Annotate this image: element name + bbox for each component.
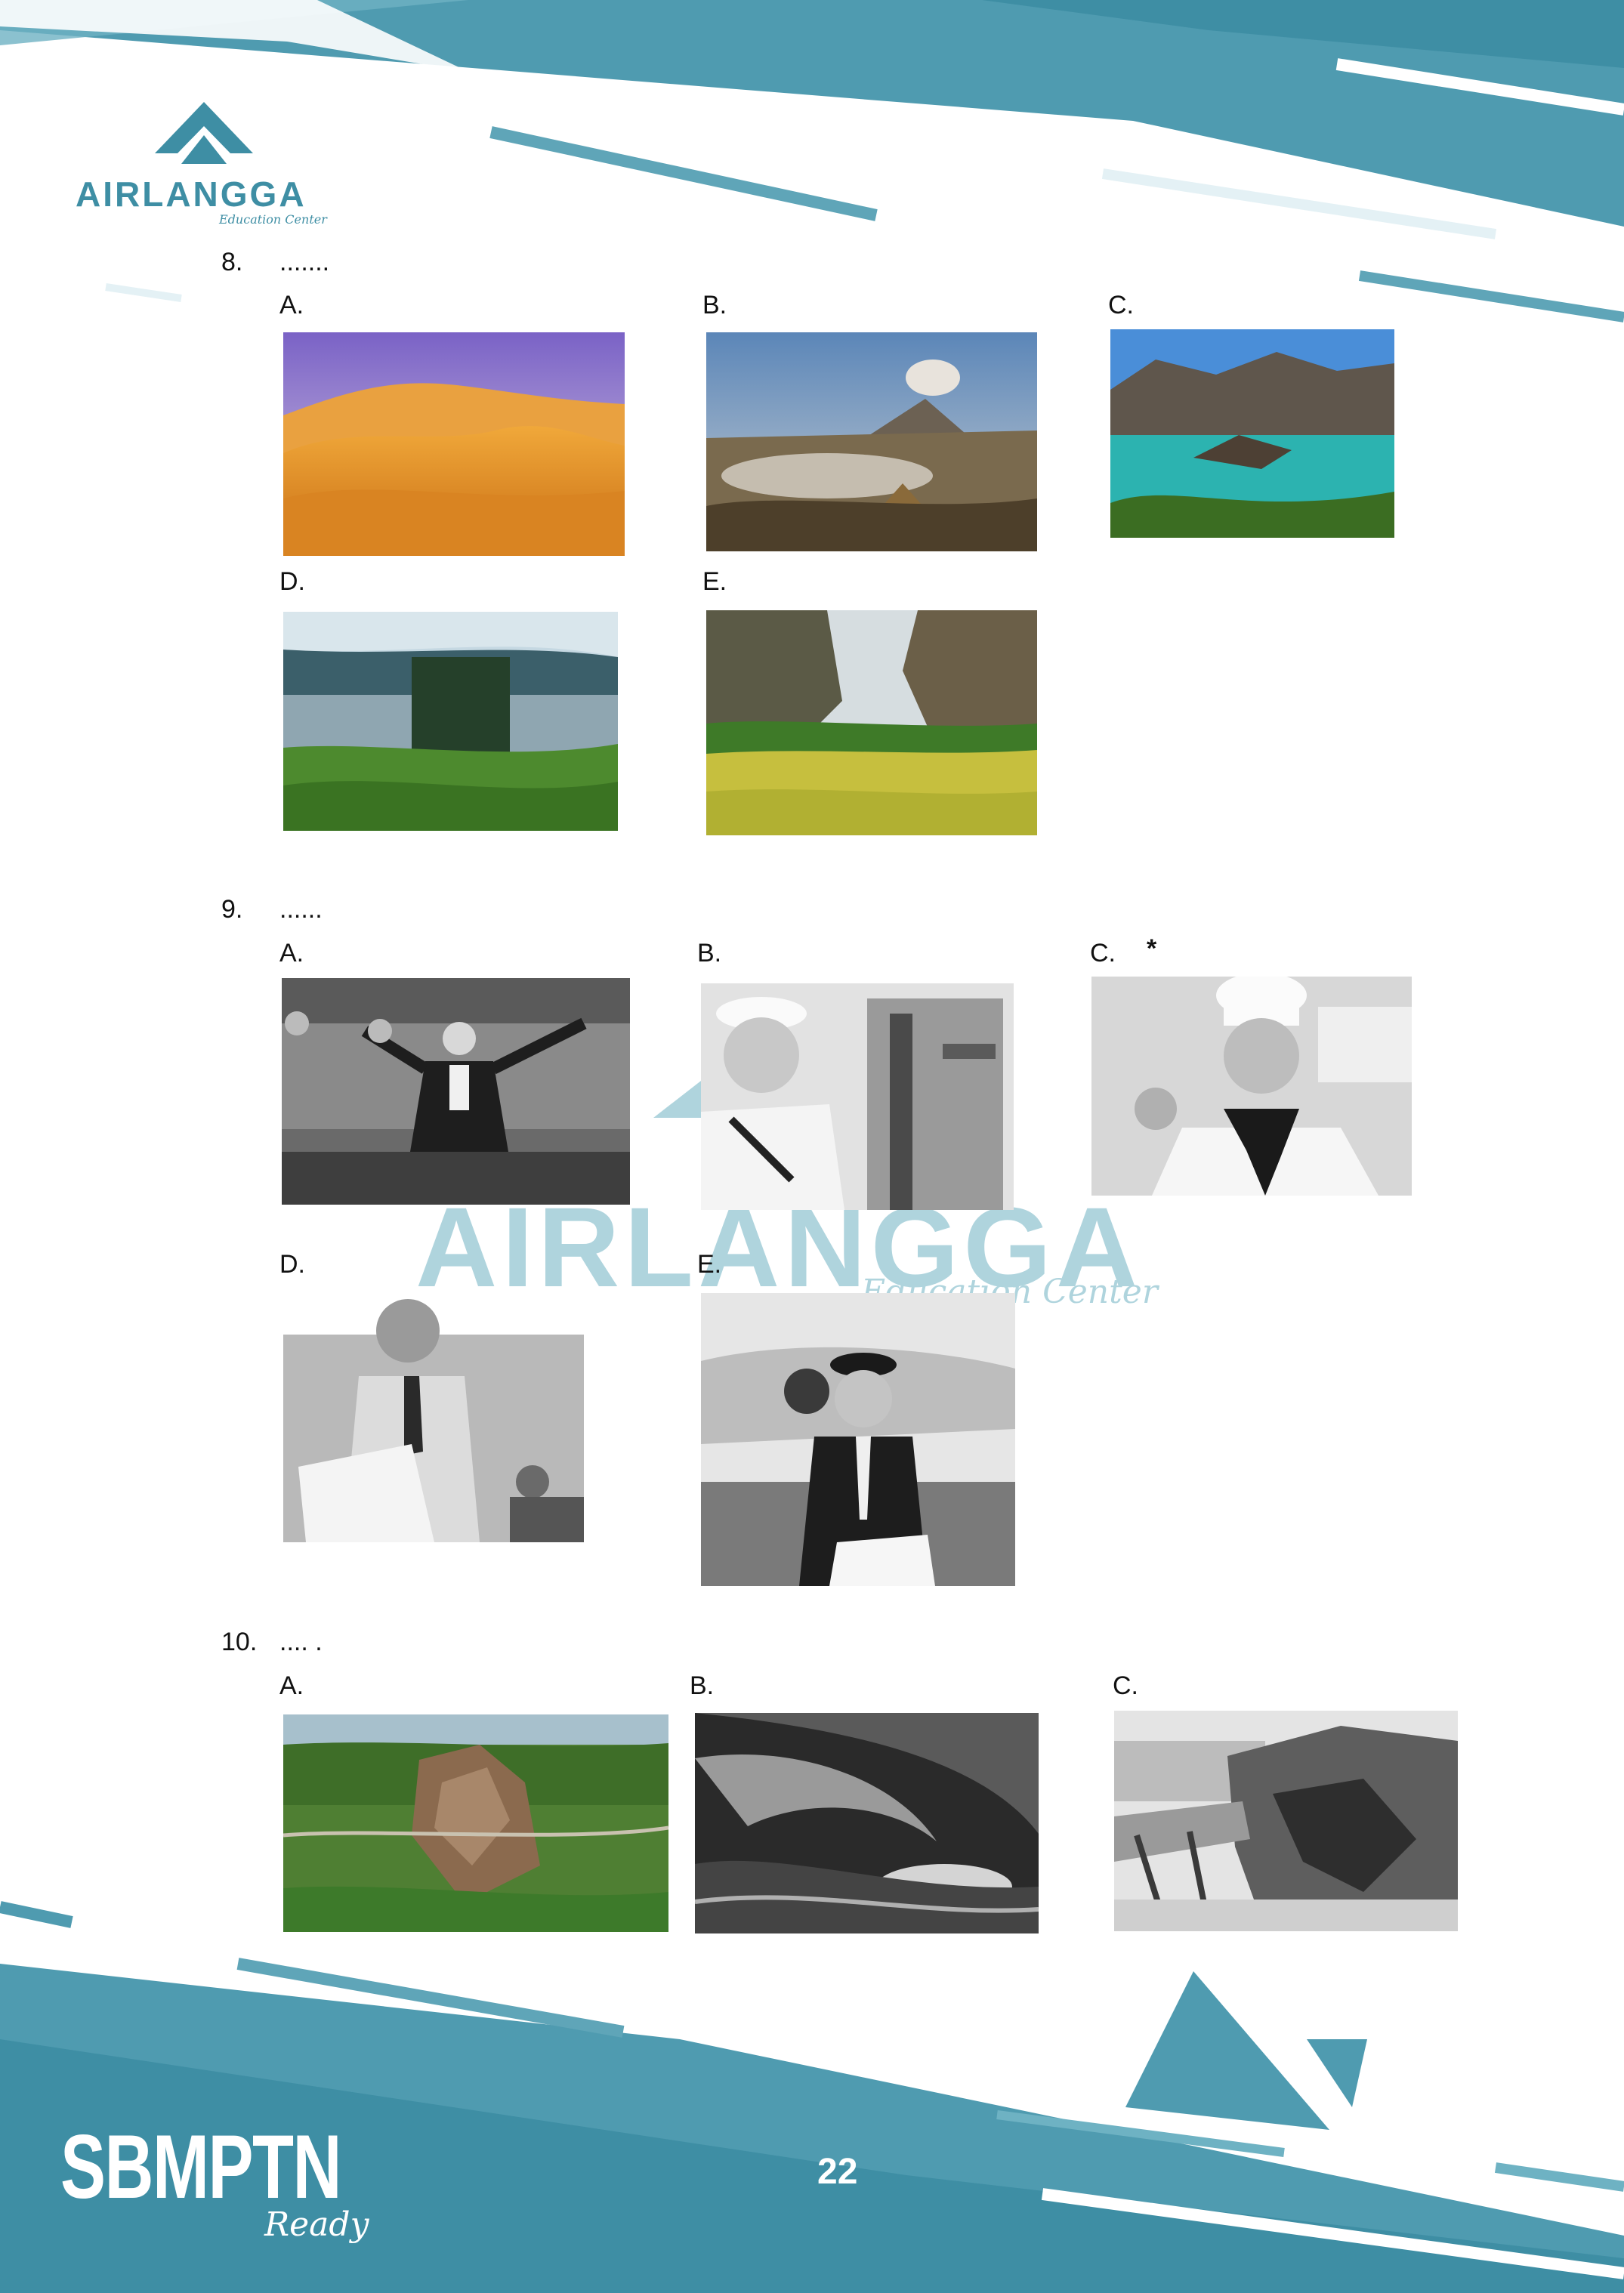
logo-mountain-icon <box>155 102 253 164</box>
q9-option-e-image-pilot <box>701 1293 1015 1586</box>
question-10-number: 10. <box>221 1628 258 1656</box>
q8-option-e-image-canyon <box>706 610 1037 835</box>
q9-option-e-label: E. <box>697 1250 722 1279</box>
q9-option-a-label: A. <box>279 939 304 968</box>
q10-option-b-label: B. <box>690 1671 715 1700</box>
logo-text: AIRLANGGA <box>76 174 307 214</box>
q10-option-a-image-landslide <box>283 1714 668 1932</box>
q8-option-a-image-desert <box>283 332 625 556</box>
airlangga-logo: AIRLANGGA Education Center <box>72 102 329 230</box>
page-number: 22 <box>817 2152 858 2192</box>
q8-option-c-label: C. <box>1108 291 1134 319</box>
q9-option-c-image-chef <box>1091 977 1412 1196</box>
q9-option-b-label: B. <box>697 939 722 968</box>
q9-option-d-image-office-worker <box>283 1293 584 1542</box>
q9-option-c-label: C. <box>1090 939 1116 968</box>
q10-option-a-label: A. <box>279 1671 304 1700</box>
question-8-stem: ....... <box>279 248 330 276</box>
question-9-number: 9. <box>221 895 243 924</box>
q9-option-a-image-judge <box>282 978 630 1205</box>
q8-option-e-label: E. <box>702 567 727 596</box>
q8-option-a-label: A. <box>279 291 304 319</box>
q8-option-b-image-volcano <box>706 332 1037 551</box>
q10-option-c-label: C. <box>1113 1671 1138 1700</box>
q8-option-d-label: D. <box>279 567 305 596</box>
header-decoration <box>0 0 1624 323</box>
question-9-stem: ...... <box>279 895 323 924</box>
q8-option-d-image-lake-forest <box>283 612 618 831</box>
footer-logo-sub: Ready <box>264 2205 369 2244</box>
q8-option-c-image-crater-lake <box>1110 329 1394 538</box>
question-10-stem: .... . <box>279 1628 323 1656</box>
footer-logo: SBMPTN <box>60 2116 342 2217</box>
q9-option-d-label: D. <box>279 1250 305 1279</box>
q9-option-c-answer-mark: * <box>1147 934 1157 963</box>
q10-option-b-image-wave <box>695 1713 1039 1933</box>
logo-subtext: Education Center <box>219 212 327 227</box>
q8-option-b-label: B. <box>702 291 727 319</box>
q10-option-c-image-collapsed-road <box>1114 1711 1458 1931</box>
question-8-number: 8. <box>221 248 243 276</box>
q9-option-b-image-sailor <box>701 983 1014 1210</box>
